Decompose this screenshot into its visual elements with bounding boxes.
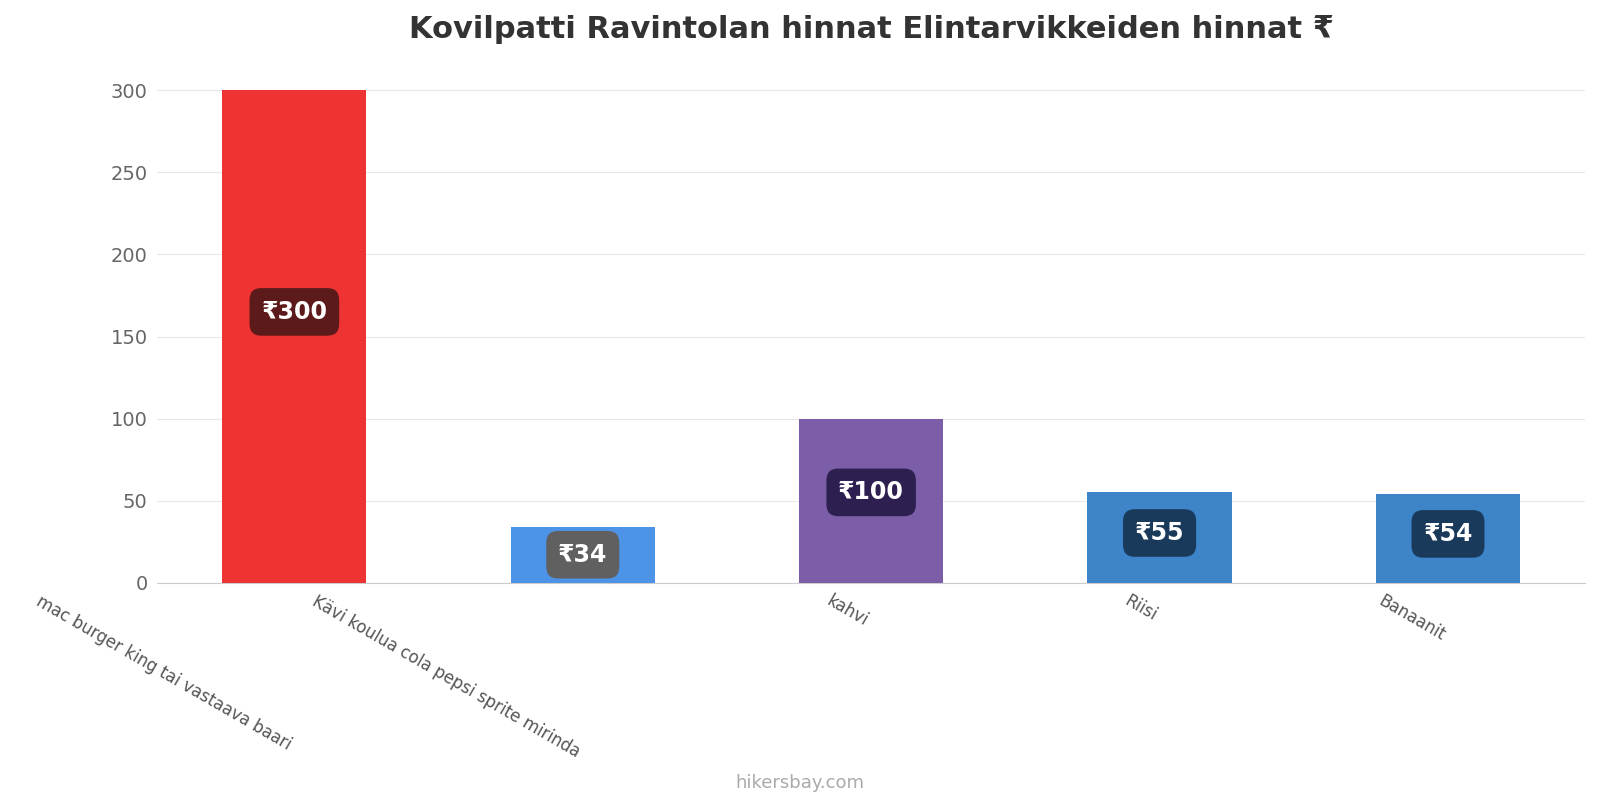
Text: ₹34: ₹34 (558, 542, 608, 566)
Bar (510, 527, 654, 582)
Text: ₹300: ₹300 (261, 300, 328, 324)
Text: ₹55: ₹55 (1134, 521, 1184, 545)
Bar (1088, 492, 1232, 582)
Text: hikersbay.com: hikersbay.com (736, 774, 864, 792)
Text: ₹54: ₹54 (1424, 522, 1472, 546)
Bar (222, 90, 366, 582)
Title: Kovilpatti Ravintolan hinnat Elintarvikkeiden hinnat ₹: Kovilpatti Ravintolan hinnat Elintarvikk… (408, 15, 1334, 44)
Bar (798, 418, 944, 582)
Bar (1376, 494, 1520, 582)
Text: ₹100: ₹100 (838, 480, 904, 504)
